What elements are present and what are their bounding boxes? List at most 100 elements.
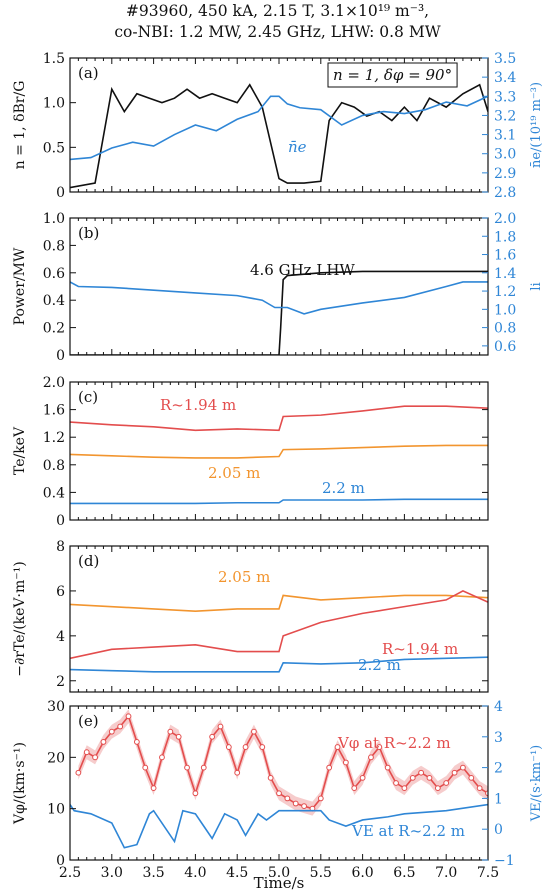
annotation: 2.05 m [208,464,260,482]
y-axis-label: Vφ/(km·s⁻¹) [12,742,28,825]
y2-axis-label: n̄e/(10¹⁹ m⁻³) [529,82,544,168]
panel-c: 0 0.4 0.8 1.2 1.6 2.0 Te/keV (c) [12,375,489,529]
y-tick-label: 1.2 [43,430,65,446]
y-tick-label: 0 [56,185,65,201]
series-ve-at-r-2-2-m [70,803,488,849]
annotation: R~1.94 m [382,640,458,658]
figure-title-line2: co-NBI: 1.2 MW, 2.45 GHz, LHW: 0.8 MW [114,23,441,41]
series-v-at-r-2-2-m [75,709,488,816]
data-point [267,774,274,781]
y2-tick-label: 4 [494,699,503,715]
uncertainty-band [78,709,488,816]
y2-tick-label: 3.0 [494,147,516,163]
x-tick-label: 5.0 [268,865,290,881]
x-tick-label: 4.0 [184,865,206,881]
data-point [409,774,416,781]
data-point [142,764,149,771]
data-point [401,785,408,792]
series-r-1-94-m [70,405,488,432]
data-point [217,723,224,730]
annotation: VE at R~2.2 m [351,822,465,840]
data-point [209,733,216,740]
data-point [418,769,425,776]
x-tick-label: 7.5 [477,865,499,881]
data-point [175,733,182,740]
data-point [108,728,115,735]
x-axis-label: Time/s [254,874,305,892]
series-line [70,444,488,459]
y-tick-label: 0 [56,853,65,869]
y2-tick-label: 2.8 [494,185,516,201]
series-n-e [70,95,488,161]
annotation: 2.2 m [358,656,401,674]
panel-e: 2.5 3.0 3.5 4.0 4.5 5.0 5.5 6.0 6.5 7.0 7.50102030… [12,699,544,881]
series-2-2-m [70,656,488,673]
series-line [70,498,488,505]
data-point [75,769,82,776]
panel-label: (d) [78,552,99,570]
figure-title-line1: #93960, 450 kA, 2.15 T, 3.1×10¹⁹ m⁻³, [125,2,430,20]
x-tick-label: 6.0 [351,865,373,881]
y-tick-label: 2.0 [43,375,65,391]
data-point [292,800,299,807]
data-point [317,795,324,802]
y2-tick-label: 2.9 [494,166,516,182]
y2-tick-label: 3.5 [494,51,516,67]
y-axis-label: Te/keV [12,426,28,475]
annotation: n = 1, δφ = 90° [333,66,452,84]
data-point [376,744,383,750]
panel-label: (c) [78,388,98,406]
series-line [70,590,488,660]
y2-tick-label: 3.4 [494,70,516,86]
data-point [326,764,333,771]
data-point [251,728,257,735]
series-line [70,594,488,612]
x-tick-label: 4.5 [226,865,248,881]
y-axis-label: Power/MW [12,247,28,325]
annotation: n̄e [288,138,307,156]
data-point [284,795,291,802]
series-line [70,83,488,189]
y-tick-label: 10 [47,802,65,818]
data-point [167,728,174,735]
x-tick-label: 3.0 [101,865,123,881]
y2-axis-label: VE/(s·km⁻¹) [529,745,544,822]
data-point [351,785,358,792]
data-point [368,754,374,761]
data-point [426,774,433,781]
x-tick-label: 2.5 [59,865,81,881]
data-point [342,759,349,766]
y2-tick-label: 2 [494,761,503,777]
panel-a: 0 0.5 1.0 1.5 2.8 2.9 3.0 3.1 3.2 3.3 3.4 3.5 n̄e/(1… [12,51,544,201]
data-point [150,785,157,792]
data-point [192,790,199,797]
y2-tick-label: 1 [494,791,503,807]
data-point [384,764,391,771]
y-tick-label: 4 [56,629,65,645]
y-tick-label: 1.6 [43,403,65,419]
y2-tick-label: 1.2 [494,284,516,300]
y2-tick-label: 1.4 [494,266,516,282]
y2-tick-label: 0.8 [494,321,516,337]
y-tick-label: 0.5 [43,140,65,156]
y-axis-label: −∂rTe/(keV·m⁻¹) [12,561,28,676]
data-point [125,713,132,720]
y-tick-label: 0 [56,348,65,364]
panel-b: 0 0.2 0.4 0.6 0.8 1.0 0.6 0.8 1.0 1.2 1.4 1.6 1.8 2.0… [12,211,544,364]
data-point [451,769,458,776]
y-tick-label: 0.2 [43,321,65,337]
y2-tick-label: 1.8 [494,229,516,245]
data-point [276,790,282,797]
x-tick-label: 6.5 [393,865,415,881]
series-black-0 [70,83,488,189]
y-tick-label: 6 [56,584,65,600]
panel-frame [69,217,489,356]
data-point [476,785,483,792]
series-line [70,281,488,315]
data-point [434,785,441,792]
y2-tick-label: 0.6 [494,339,516,355]
series-r-1-94-m [70,590,488,660]
annotation: 4.6 GHz LHW [250,261,355,279]
y-tick-label: 0.8 [43,458,65,474]
